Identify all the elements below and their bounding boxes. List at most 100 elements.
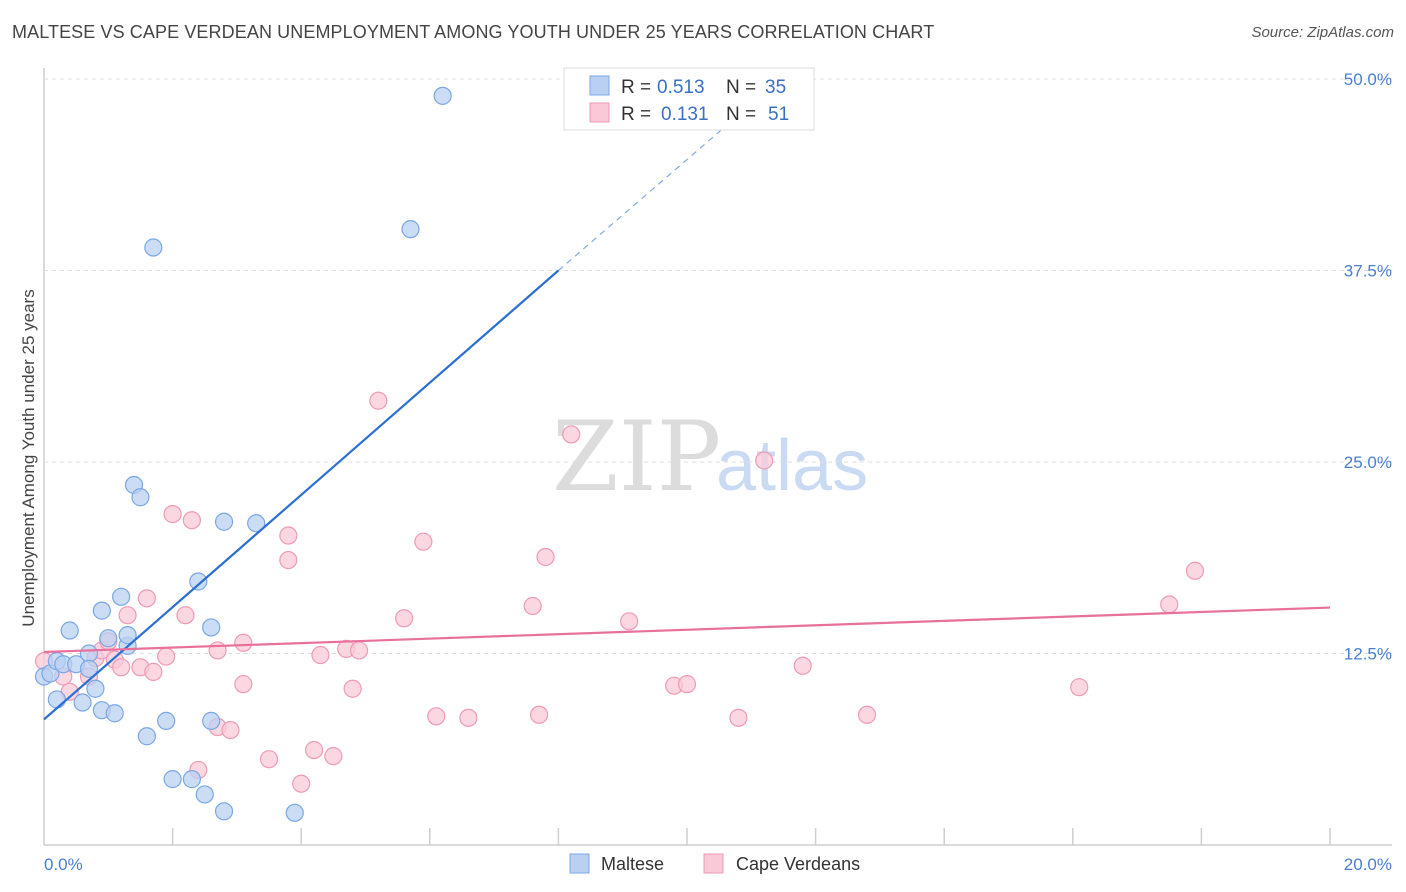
data-point bbox=[137, 589, 156, 608]
data-point bbox=[234, 633, 253, 652]
data-point bbox=[459, 708, 478, 727]
data-point bbox=[86, 679, 105, 698]
data-point bbox=[620, 612, 639, 631]
data-point bbox=[793, 656, 812, 675]
legend-r-label-maltese: R = bbox=[621, 77, 651, 98]
data-point bbox=[79, 659, 99, 678]
data-point bbox=[176, 606, 195, 625]
series-legend: Maltese Cape Verdeans bbox=[569, 853, 860, 874]
trend-line-cape-verdeans bbox=[43, 606, 1331, 654]
trend-line-maltese-extension bbox=[558, 109, 746, 271]
data-point bbox=[857, 705, 877, 724]
watermark-atlas: atlas bbox=[716, 426, 868, 506]
data-point bbox=[401, 220, 420, 239]
data-point bbox=[47, 690, 66, 709]
series-maltese bbox=[34, 86, 452, 822]
data-point bbox=[279, 526, 298, 545]
data-point bbox=[137, 727, 156, 746]
y-tick-labels: 12.5% 25.0% 37.5% 50.0% bbox=[1344, 70, 1392, 664]
data-point bbox=[755, 451, 774, 470]
data-point bbox=[349, 641, 369, 660]
data-point bbox=[433, 86, 452, 105]
data-point bbox=[163, 504, 182, 524]
data-point bbox=[677, 675, 697, 694]
data-point bbox=[163, 770, 182, 789]
chart-title: MALTESE VS CAPE VERDEAN UNEMPLOYMENT AMO… bbox=[12, 22, 935, 42]
data-point bbox=[202, 618, 221, 637]
data-point bbox=[311, 645, 330, 665]
legend-swatch-cape-verdeans bbox=[589, 102, 610, 123]
data-point bbox=[118, 626, 137, 645]
y-axis-label: Unemployment Among Youth under 25 years bbox=[19, 289, 38, 626]
bottom-swatch-maltese bbox=[569, 853, 590, 874]
data-point bbox=[214, 512, 234, 531]
data-point bbox=[369, 391, 388, 410]
data-point bbox=[292, 774, 311, 793]
data-point bbox=[144, 662, 163, 681]
bottom-swatch-cape-verdeans bbox=[703, 853, 724, 874]
data-point bbox=[105, 704, 124, 723]
data-point bbox=[182, 770, 201, 789]
data-point bbox=[92, 601, 111, 620]
data-point bbox=[208, 641, 227, 660]
data-point bbox=[536, 547, 555, 567]
data-point bbox=[523, 596, 542, 616]
data-point bbox=[195, 785, 214, 804]
data-point bbox=[530, 705, 549, 724]
legend-n-maltese: 35 bbox=[765, 77, 786, 98]
data-point bbox=[189, 572, 208, 591]
data-point bbox=[285, 803, 304, 822]
data-point bbox=[118, 606, 137, 625]
legend-n-label-cape: N = bbox=[726, 104, 756, 125]
correlation-legend: R = 0.513 N = 35 R = 0.131 N = 51 bbox=[563, 67, 815, 131]
data-point bbox=[1185, 561, 1205, 580]
data-point bbox=[131, 488, 150, 507]
legend-n-label-maltese: N = bbox=[726, 77, 756, 98]
data-point bbox=[324, 747, 343, 766]
bottom-legend-cape-verdeans: Cape Verdeans bbox=[736, 854, 860, 874]
legend-swatch-maltese bbox=[589, 75, 610, 96]
watermark-zip: ZIP bbox=[552, 401, 721, 513]
source-label: Source: ZipAtlas.com bbox=[1251, 24, 1394, 41]
data-point bbox=[144, 238, 163, 257]
data-point bbox=[1160, 595, 1179, 614]
data-point bbox=[79, 644, 99, 663]
x-ticks bbox=[171, 828, 1331, 845]
legend-r-cape: 0.131 bbox=[661, 104, 709, 125]
data-point bbox=[112, 587, 131, 606]
data-point bbox=[562, 425, 581, 444]
data-point bbox=[73, 693, 92, 712]
trend-lines bbox=[43, 109, 1331, 721]
x-tick-label-min: 0.0% bbox=[44, 855, 83, 874]
data-point bbox=[729, 708, 748, 727]
legend-r-maltese: 0.513 bbox=[657, 77, 705, 98]
legend-r-label-cape: R = bbox=[621, 104, 651, 125]
data-point bbox=[221, 720, 240, 740]
data-point bbox=[99, 629, 118, 648]
data-point bbox=[279, 550, 298, 570]
bottom-legend-maltese: Maltese bbox=[601, 854, 664, 874]
data-point bbox=[304, 740, 324, 760]
data-point bbox=[182, 511, 201, 530]
data-point bbox=[60, 621, 79, 640]
data-point bbox=[157, 647, 176, 666]
data-point bbox=[234, 675, 253, 694]
x-tick-label-max: 20.0% bbox=[1344, 855, 1392, 874]
data-point bbox=[202, 711, 221, 731]
data-point bbox=[247, 514, 266, 533]
y-tick-label: 37.5% bbox=[1344, 262, 1392, 281]
data-point bbox=[414, 532, 433, 551]
data-point bbox=[214, 802, 234, 821]
data-point bbox=[343, 679, 362, 698]
y-tick-label: 50.0% bbox=[1344, 70, 1392, 89]
data-point bbox=[259, 750, 279, 769]
data-point bbox=[394, 609, 414, 628]
data-point bbox=[157, 711, 176, 731]
data-point bbox=[1070, 678, 1089, 697]
trend-line-maltese bbox=[43, 269, 560, 721]
y-tick-label: 25.0% bbox=[1344, 453, 1392, 472]
legend-n-cape: 51 bbox=[768, 104, 789, 125]
data-point bbox=[112, 658, 131, 677]
y-tick-label: 12.5% bbox=[1344, 645, 1392, 664]
